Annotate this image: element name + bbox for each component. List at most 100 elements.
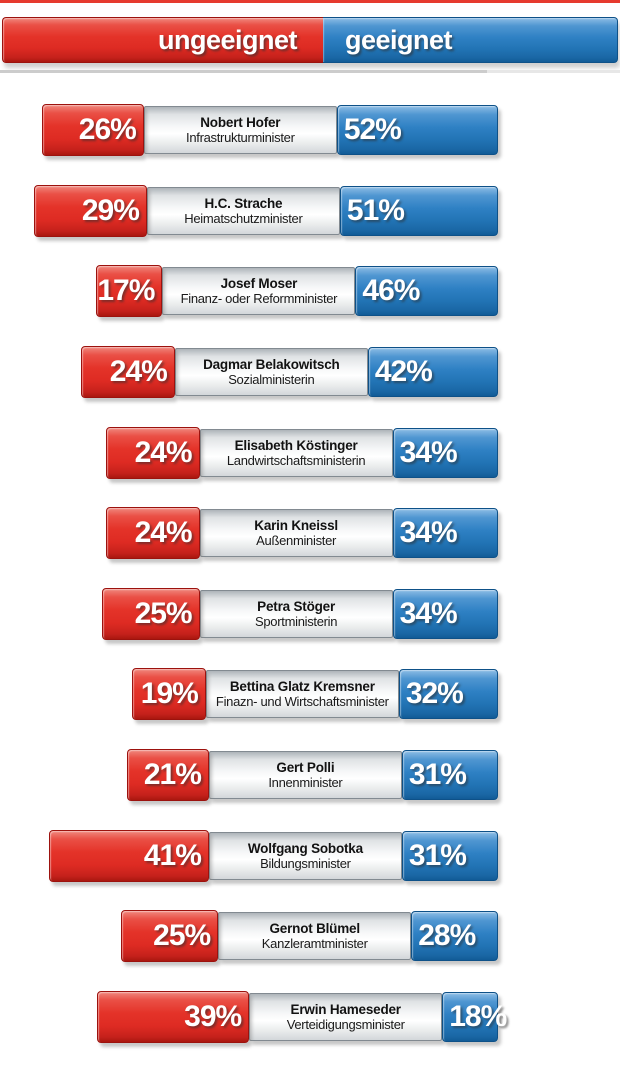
geeignet-value: 31% (408, 758, 467, 792)
rows: 26% Nobert Hofer Infrastrukturminister 5… (0, 90, 507, 1058)
ungeeignet-bar: 26% (42, 104, 144, 157)
legend-ungeeignet-segment: ungeeignet (2, 17, 323, 63)
minister-name: Gernot Blümel (269, 921, 360, 937)
geeignet-value: 46% (362, 274, 420, 308)
geeignet-value: 28% (418, 919, 476, 953)
ungeeignet-value: 19% (140, 677, 199, 711)
minister-role: Finazn- und Wirtschaftsminister (215, 694, 389, 710)
minister-row: 29% H.C. Strache Heimatschutzminister 51… (0, 171, 498, 252)
geeignet-bar: 32% (398, 669, 498, 720)
minister-row: 25% Petra Stöger Sportministerin 34% (0, 574, 498, 655)
minister-role: Landwirtschaftsministerin (226, 452, 366, 468)
minister-label-box: Elisabeth Köstinger Landwirtschaftsminis… (199, 428, 393, 477)
ungeeignet-value: 39% (184, 999, 242, 1033)
geeignet-value: 31% (408, 838, 467, 872)
geeignet-bar: 34% (392, 427, 498, 478)
minister-row: 26% Nobert Hofer Infrastrukturminister 5… (0, 90, 498, 171)
minister-name: Karin Kneissl (254, 518, 338, 534)
minister-role: Finanz- oder Reformminister (180, 291, 338, 307)
minister-name: Bettina Glatz Kremsner (229, 679, 375, 695)
minister-role: Verteidigungsminister (286, 1016, 405, 1032)
ungeeignet-value: 26% (78, 113, 137, 147)
geeignet-value: 52% (343, 113, 402, 147)
legend-ungeeignet-label: ungeeignet (157, 24, 298, 55)
geeignet-bar: 34% (392, 588, 498, 639)
ungeeignet-value: 21% (143, 758, 202, 792)
ungeeignet-bar: 19% (131, 668, 206, 721)
geeignet-bar: 52% (336, 105, 498, 156)
minister-label-box: Wolfgang Sobotka Bildungsminister (208, 831, 402, 880)
ungeeignet-value: 17% (97, 274, 155, 308)
minister-name: Gert Polli (276, 760, 335, 776)
minister-name: H.C. Strache (204, 195, 283, 211)
geeignet-bar: 46% (355, 266, 498, 317)
ungeeignet-bar: 21% (127, 749, 209, 802)
legend-geeignet-segment: geeignet (323, 17, 618, 63)
ungeeignet-value: 24% (134, 435, 193, 469)
top-red-rule (0, 0, 620, 3)
header-shadow-rule (0, 70, 620, 73)
geeignet-bar: 31% (401, 750, 498, 801)
geeignet-value: 51% (346, 193, 405, 227)
minister-label-box: Petra Stöger Sportministerin (199, 589, 393, 638)
geeignet-value: 32% (405, 677, 464, 711)
ungeeignet-bar: 25% (120, 910, 219, 963)
geeignet-bar: 51% (339, 185, 498, 236)
minister-row: 39% Erwin Hameseder Verteidigungsministe… (0, 977, 507, 1058)
minister-role: Kanzleramtminister (261, 936, 368, 952)
minister-row: 19% Bettina Glatz Kremsner Finazn- und W… (0, 654, 498, 735)
legend-geeignet-label: geeignet (345, 24, 453, 55)
ungeeignet-bar: 24% (106, 426, 200, 479)
geeignet-bar: 34% (392, 508, 498, 559)
ungeeignet-bar: 25% (102, 587, 200, 640)
minister-role: Innenminister (268, 775, 343, 791)
minister-row: 24% Elisabeth Köstinger Landwirtschaftsm… (0, 412, 498, 493)
minister-label-box: Josef Moser Finanz- oder Reformminister (162, 267, 356, 316)
ungeeignet-value: 24% (134, 516, 193, 550)
minister-row: 41% Wolfgang Sobotka Bildungsminister 31… (0, 815, 498, 896)
minister-label-box: Gernot Blümel Kanzleramtminister (218, 912, 412, 961)
geeignet-value: 18% (449, 999, 507, 1033)
ungeeignet-value: 29% (81, 193, 140, 227)
geeignet-bar: 42% (367, 347, 498, 398)
minister-label-box: Nobert Hofer Infrastrukturminister (143, 106, 337, 155)
ungeeignet-bar: 41% (49, 829, 209, 882)
minister-name: Nobert Hofer (200, 115, 281, 131)
ungeeignet-bar: 24% (81, 346, 175, 399)
minister-name: Petra Stöger (257, 598, 336, 614)
geeignet-bar: 31% (401, 830, 498, 881)
minister-role: Bildungsminister (260, 855, 351, 871)
minister-name: Dagmar Belakowitsch (203, 357, 340, 373)
geeignet-value: 34% (399, 596, 458, 630)
minister-label-box: H.C. Strache Heimatschutzminister (146, 186, 340, 235)
ungeeignet-value: 41% (143, 838, 202, 872)
minister-role: Heimatschutzminister (184, 210, 303, 226)
minister-label-box: Dagmar Belakowitsch Sozialministerin (174, 348, 368, 397)
ungeeignet-bar: 39% (97, 990, 250, 1043)
minister-role: Sozialministerin (228, 372, 315, 388)
minister-name: Erwin Hameseder (290, 1001, 402, 1017)
minister-row: 21% Gert Polli Innenminister 31% (0, 735, 498, 816)
ungeeignet-value: 24% (109, 355, 168, 389)
minister-name: Elisabeth Köstinger (234, 437, 358, 453)
minister-label-box: Erwin Hameseder Verteidigungsminister (249, 992, 443, 1041)
minister-name: Josef Moser (220, 276, 298, 292)
minister-role: Außenminister (256, 533, 337, 549)
minister-label-box: Gert Polli Innenminister (208, 751, 402, 800)
minister-row: 24% Karin Kneissl Außenminister 34% (0, 493, 498, 574)
ungeeignet-bar: 29% (33, 184, 147, 237)
geeignet-value: 34% (399, 435, 458, 469)
minister-name: Wolfgang Sobotka (247, 840, 363, 856)
minister-role: Infrastrukturminister (186, 130, 295, 146)
legend-header: ungeeignet geeignet (2, 17, 618, 63)
ungeeignet-value: 25% (134, 596, 193, 630)
minister-label-box: Bettina Glatz Kremsner Finazn- und Wirts… (205, 670, 399, 719)
ungeeignet-bar: 24% (106, 507, 200, 560)
geeignet-value: 42% (374, 355, 433, 389)
minister-row: 24% Dagmar Belakowitsch Sozialministerin… (0, 332, 498, 413)
ungeeignet-value: 25% (153, 919, 211, 953)
minister-row: 25% Gernot Blümel Kanzleramtminister 28% (0, 896, 498, 977)
minister-role: Sportministerin (255, 613, 338, 629)
minister-label-box: Karin Kneissl Außenminister (199, 509, 393, 558)
